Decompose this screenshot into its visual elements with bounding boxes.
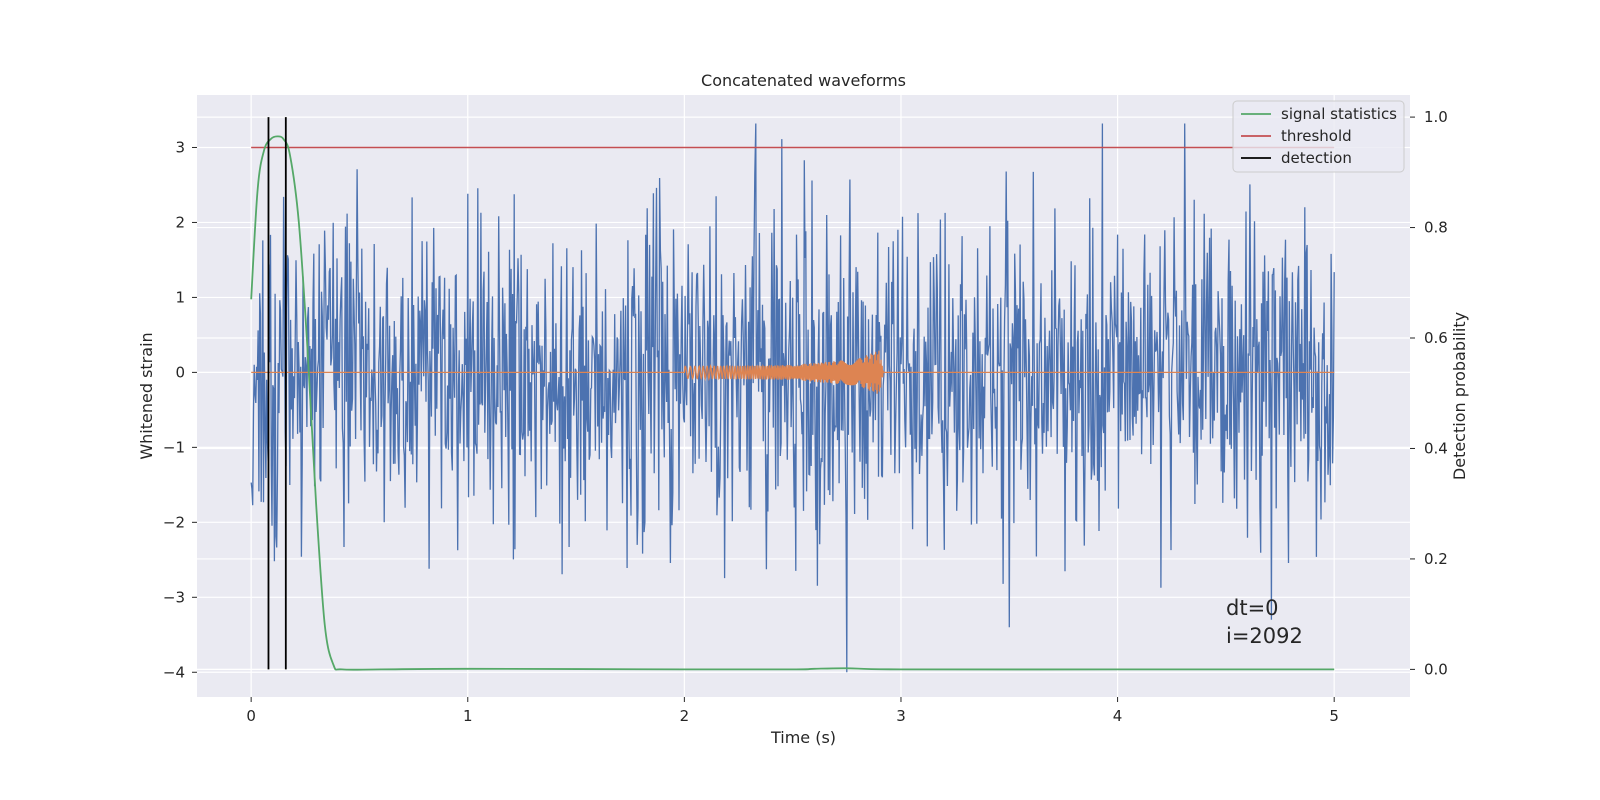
legend-label: detection <box>1281 149 1352 167</box>
y-tick-label: 3 <box>175 138 185 156</box>
legend-label: threshold <box>1281 127 1352 145</box>
ticks: 0 1 2 3 4 5 −4 −3 −2 −1 0 1 2 3 0.0 0.2 0.4 0.6 0.8 1.0 <box>163 108 1448 725</box>
legend: signal statistics threshold detection <box>1232 100 1405 173</box>
x-tick-label: 1 <box>463 707 473 725</box>
y-tick-label: 2 <box>175 213 185 231</box>
x-tick-label: 3 <box>896 707 906 725</box>
y-tick-label: 1 <box>175 288 185 306</box>
x-tick-label: 5 <box>1329 707 1339 725</box>
legend-entry-threshold: threshold <box>1241 127 1352 145</box>
y-tick-label: −2 <box>163 513 185 531</box>
y-axis-label: Whitened strain <box>137 332 156 459</box>
y2-tick-label: 0.2 <box>1424 550 1448 568</box>
y-tick-label: −1 <box>163 438 185 456</box>
x-tick-label: 4 <box>1113 707 1123 725</box>
plot-area <box>250 117 1335 673</box>
annotation-dt: dt=0 <box>1226 596 1279 620</box>
legend-box <box>1232 100 1405 173</box>
y-tick-label: 0 <box>175 363 185 381</box>
signal-statistics-line <box>250 135 1335 671</box>
legend-entry-detection: detection <box>1241 149 1352 167</box>
legend-entry-signal-statistics: signal statistics <box>1241 105 1397 123</box>
x-tick-label: 0 <box>246 707 256 725</box>
y-tick-label: −4 <box>163 663 185 681</box>
x-tick-label: 2 <box>680 707 690 725</box>
y-tick-label: −3 <box>163 588 185 606</box>
chart-title: Concatenated waveforms <box>701 71 906 90</box>
y2-tick-label: 0.6 <box>1424 329 1448 347</box>
y2-tick-label: 0.4 <box>1424 439 1448 457</box>
y2-tick-label: 0.8 <box>1424 219 1448 237</box>
annotation-index: i=2092 <box>1226 624 1303 648</box>
y2-axis-label: Detection probability <box>1450 312 1469 480</box>
legend-label: signal statistics <box>1281 105 1397 123</box>
x-axis-label: Time (s) <box>770 728 836 747</box>
injected-waveform-line <box>251 350 1335 394</box>
y2-tick-label: 1.0 <box>1424 108 1448 126</box>
y2-tick-label: 0.0 <box>1424 660 1448 678</box>
